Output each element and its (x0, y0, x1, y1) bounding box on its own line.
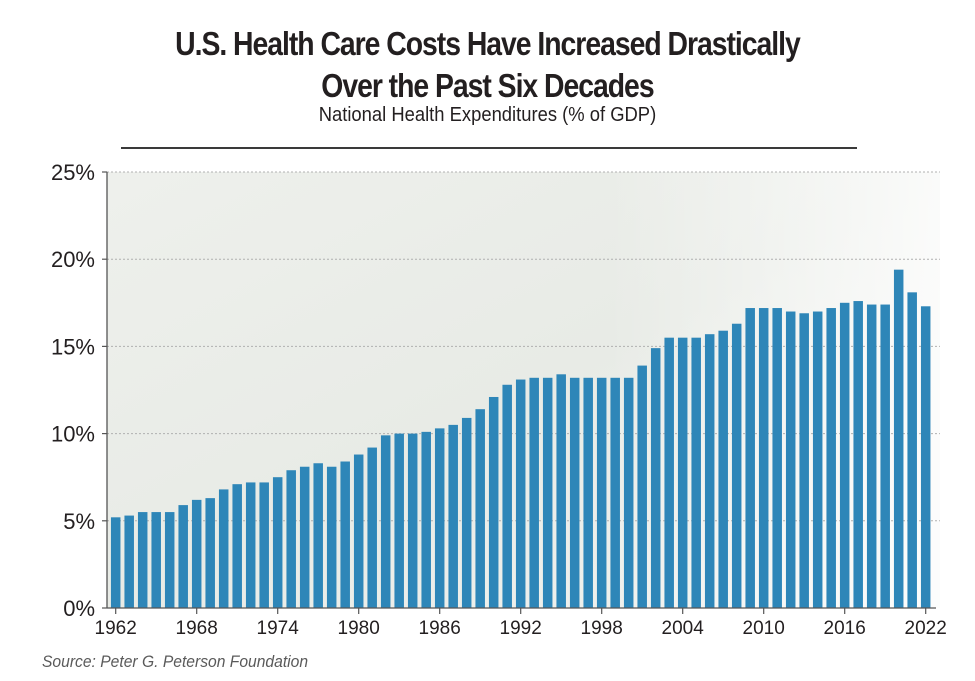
bar-2006 (704, 334, 715, 608)
bar-1985 (421, 431, 431, 608)
bar-1980 (353, 454, 364, 608)
x-tick-label: 1968 (176, 618, 218, 639)
bar-2013 (799, 313, 809, 608)
bar-1984 (407, 433, 418, 608)
x-axis-ticks: 1962 1968 1974 1980 1986 1992 1998 2004 2010 2016… (95, 608, 947, 639)
bar-1964 (137, 512, 148, 608)
bar-2020 (893, 269, 904, 608)
bar-1975 (286, 470, 296, 608)
x-tick-label: 1992 (500, 618, 542, 639)
bar-2012 (785, 311, 796, 608)
bar-1987 (448, 424, 458, 608)
bar-2007 (718, 330, 728, 608)
bar-1981 (367, 447, 377, 608)
bar-1982 (380, 435, 391, 608)
bar-1992 (515, 379, 526, 608)
x-tick-label: 1974 (257, 618, 300, 639)
bar-1983 (394, 433, 404, 608)
bar-2002 (650, 348, 661, 608)
bar-2021 (907, 292, 917, 608)
bar-1994 (542, 377, 553, 608)
bar-2000 (623, 377, 634, 608)
bar-1989 (475, 409, 485, 608)
bar-1988 (461, 417, 472, 608)
bar-2019 (880, 304, 890, 608)
bar-1995 (556, 374, 566, 608)
bar-1999 (610, 377, 620, 608)
bar-1962 (110, 517, 121, 608)
bar-2009 (745, 308, 755, 608)
bar-1965 (151, 512, 161, 608)
x-tick-label: 1986 (419, 618, 461, 639)
source-note: Source: Peter G. Peterson Foundation (42, 652, 309, 671)
x-tick-label: 2022 (905, 618, 947, 639)
bar-1970 (218, 489, 229, 608)
bar-1991 (502, 384, 512, 608)
bar-2011 (772, 308, 782, 608)
bar-1968 (191, 499, 202, 608)
x-tick-label: 2016 (824, 618, 866, 639)
bar-2015 (826, 308, 836, 608)
x-tick-label: 1998 (581, 618, 623, 639)
bar-2004 (677, 337, 688, 608)
x-tick-label: 1980 (338, 618, 380, 639)
chart-subtitle: National Health Expenditures (% of GDP) (318, 104, 657, 126)
y-tick-label: 15% (51, 334, 95, 359)
bar-2005 (691, 337, 701, 608)
chart-title-line-1: U.S. Health Care Costs Have Increased Dr… (175, 25, 801, 62)
bar-1978 (326, 466, 337, 608)
x-tick-label: 1962 (95, 618, 137, 639)
bar-1972 (245, 482, 256, 608)
bar-1993 (529, 377, 539, 608)
bar-2016 (839, 302, 850, 608)
x-tick-label: 2010 (743, 618, 785, 639)
bar-2018 (866, 304, 877, 608)
bar-1969 (205, 498, 215, 608)
bar-2014 (812, 311, 823, 608)
y-tick-label: 10% (51, 422, 95, 447)
bar-1990 (488, 396, 499, 608)
bar-2001 (637, 365, 647, 608)
axes (106, 172, 936, 609)
bar-2008 (731, 323, 742, 608)
y-tick-label: 25% (51, 160, 95, 185)
bar-1967 (178, 505, 188, 608)
bar-2017 (853, 301, 863, 608)
bar-1966 (164, 512, 175, 608)
bar-1997 (583, 377, 593, 608)
bar-2003 (664, 337, 674, 608)
bar-1974 (272, 477, 283, 608)
y-tick-label: 5% (63, 509, 95, 534)
y-axis-ticks: 0% 5% 10% 15% 20% 25% (51, 160, 107, 621)
bar-1963 (124, 515, 134, 608)
bars (110, 269, 931, 608)
title-divider (121, 147, 857, 149)
bar-2010 (758, 308, 769, 608)
bar-1979 (340, 461, 350, 608)
bar-1996 (569, 377, 580, 608)
bar-2022 (920, 306, 931, 608)
y-tick-label: 0% (63, 596, 95, 621)
bar-1977 (313, 463, 323, 608)
bar-1976 (299, 466, 310, 608)
bar-1971 (232, 484, 242, 608)
bar-1998 (596, 377, 607, 608)
bar-1986 (434, 428, 445, 608)
x-tick-label: 2004 (662, 618, 705, 639)
y-tick-label: 20% (51, 247, 95, 272)
chart-title-line-2: Over the Past Six Decades (321, 67, 654, 104)
bar-1973 (259, 482, 269, 608)
